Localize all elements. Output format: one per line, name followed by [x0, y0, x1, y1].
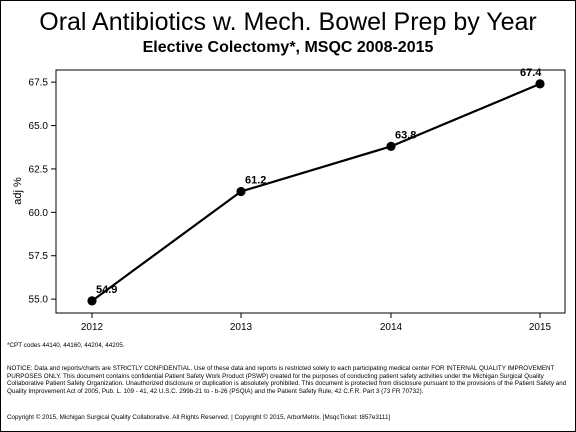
y-axis-label: adj % — [12, 177, 24, 205]
data-point — [236, 186, 246, 197]
y-tick-label: 57.5 — [29, 251, 49, 262]
x-axis: 2012 2013 2014 2015 — [81, 313, 552, 333]
confidentiality-notice: NOTICE: Data and reports/charts are STRI… — [7, 365, 567, 395]
data-point — [87, 296, 97, 306]
chart-title: Oral Antibiotics w. Mech. Bowel Prep by … — [39, 8, 537, 36]
data-label: 54.9 — [96, 284, 117, 296]
copyright-line: Copyright © 2015, Michigan Surgical Qual… — [7, 414, 391, 421]
x-tick-label: 2012 — [81, 322, 104, 333]
data-point — [535, 79, 545, 89]
data-markers — [87, 79, 545, 306]
cpt-footnote: *CPT codes 44140, 44160, 44204, 44205. — [7, 342, 125, 349]
data-point — [386, 141, 396, 151]
plot-area — [55, 69, 566, 314]
y-tick-label: 65.0 — [29, 121, 49, 132]
data-label: 61.2 — [245, 175, 266, 187]
x-tick-label: 2014 — [380, 322, 403, 333]
y-tick-label: 67.5 — [29, 78, 49, 89]
data-label: 67.4 — [520, 67, 542, 79]
x-tick-label: 2013 — [230, 322, 253, 333]
data-label: 63.8 — [395, 129, 416, 141]
y-axis: 55.0 57.5 60.0 62.5 65.0 67.5 — [29, 78, 56, 306]
y-tick-label: 55.0 — [29, 295, 49, 306]
chart-subtitle: Elective Colectomy*, MSQC 2008-2015 — [142, 39, 434, 56]
data-labels: 54.9 61.2 63.8 67.4 — [96, 67, 542, 296]
y-tick-label: 62.5 — [29, 164, 49, 175]
x-tick-label: 2015 — [529, 322, 552, 333]
y-tick-label: 60.0 — [29, 208, 49, 219]
series-line — [91, 82, 541, 302]
